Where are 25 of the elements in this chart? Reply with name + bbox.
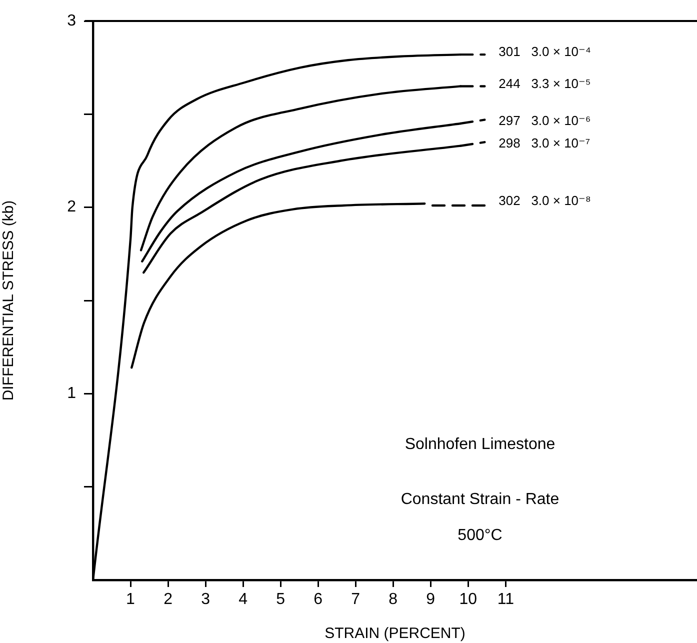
text: 302 3.0 × 10⁻⁸ [498,193,591,208]
x-tick-label: 5 [276,591,286,608]
x-tick-label: 10 [459,591,478,608]
x-tick-label: 11 [497,591,514,608]
x-tick-label: 1 [126,591,136,608]
text: 298 3.0 × 10⁻⁷ [498,135,590,150]
y-axis-title: DIFFERENTIAL STRESS (kb) [0,200,18,401]
x-tick-label: 4 [238,591,248,608]
annotation: 500°C [456,527,504,545]
x-tick-label: 6 [314,591,323,608]
annotation: Constant Strain - Rate [400,491,560,509]
y-tick-label: 3 [67,12,76,30]
text: 244 3.3 × 10⁻⁵ [498,76,591,91]
x-tick-label: 7 [351,591,360,608]
text: 301 3.0 × 10⁻⁴ [498,44,591,60]
line-series [130,202,426,369]
annotation: Solnhofen Limestone [404,436,556,454]
x-tick-label: 2 [164,591,173,608]
x-tick-label: 8 [388,591,398,608]
x-tick-label: 3 [201,591,210,608]
x-tick-label: 9 [426,591,436,608]
x-axis-title: STRAIN (PERCENT) [324,625,466,642]
y-tick-label: 2 [67,198,76,216]
text: 297 3.0 × 10⁻⁶ [498,113,591,128]
y-tick-label: 1 [67,385,76,402]
